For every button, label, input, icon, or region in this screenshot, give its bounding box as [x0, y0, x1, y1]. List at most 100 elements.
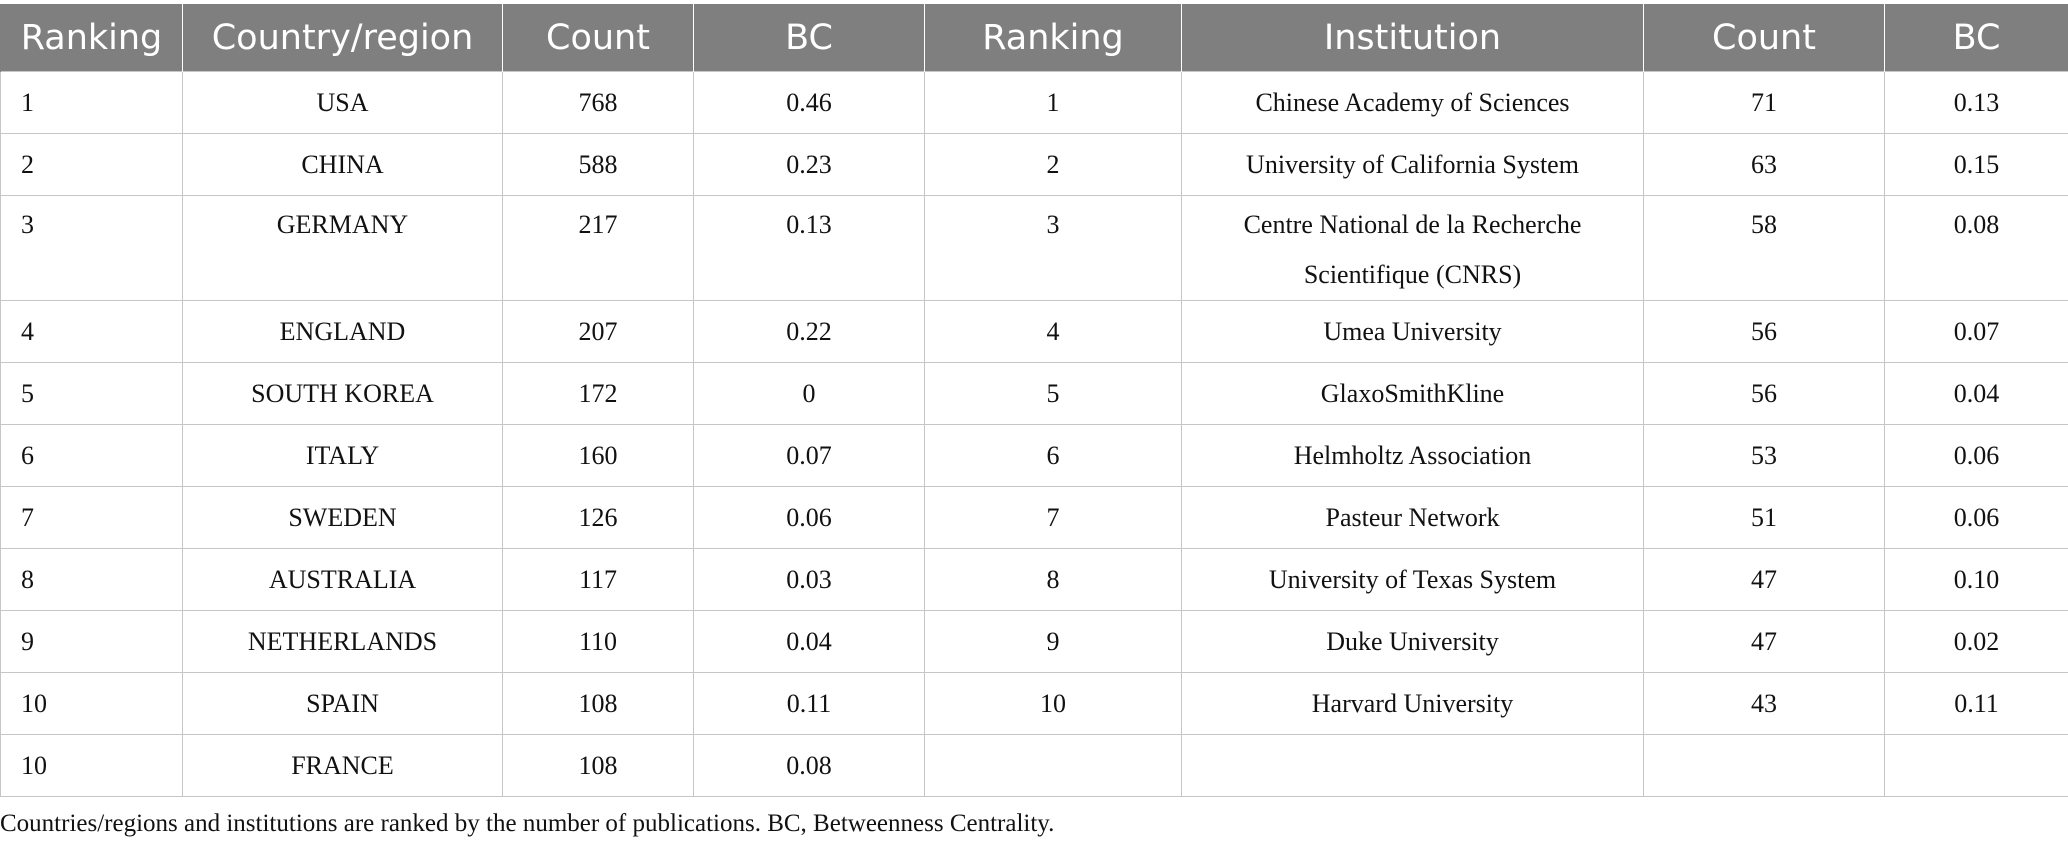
cell-institution-ranking: 7 — [924, 486, 1182, 549]
header-row: Ranking Country/region Count BC Ranking … — [0, 4, 2068, 72]
cell-institution-bc — [1884, 734, 2068, 797]
header-institution: Institution — [1181, 4, 1644, 72]
cell-institution-ranking: 4 — [924, 300, 1182, 363]
cell-institution-ranking: 6 — [924, 424, 1182, 487]
ranking-table-container: Ranking Country/region Count BC Ranking … — [0, 4, 2068, 797]
cell-country-region: CHINA — [182, 133, 503, 196]
cell-institution-ranking: 9 — [924, 610, 1182, 673]
cell-country-count: 217 — [502, 195, 694, 301]
cell-institution-ranking: 5 — [924, 362, 1182, 425]
cell-country-bc: 0.06 — [693, 486, 925, 549]
cell-country-ranking: 3 — [0, 195, 183, 301]
cell-institution-ranking: 10 — [924, 672, 1182, 735]
table-row: 3 GERMANY 217 0.13 3 Centre National de la Re… — [0, 195, 2068, 301]
cell-country-ranking: 10 — [0, 734, 183, 797]
cell-institution-name — [1181, 734, 1644, 797]
cell-institution-bc: 0.07 — [1884, 300, 2068, 363]
table-row: 10 SPAIN 108 0.11 10 Harvard University 43 0.11 — [0, 672, 2068, 735]
cell-country-ranking: 8 — [0, 548, 183, 611]
cell-institution-name: Umea University — [1181, 300, 1644, 363]
header-count-institution: Count — [1643, 4, 1885, 72]
cell-institution-count: 56 — [1643, 300, 1885, 363]
cell-institution-name: GlaxoSmithKline — [1181, 362, 1644, 425]
cell-country-count: 108 — [502, 672, 694, 735]
cell-institution-count: 47 — [1643, 610, 1885, 673]
cell-institution-name: Duke University — [1181, 610, 1644, 673]
header-ranking-institution: Ranking — [924, 4, 1182, 72]
cell-institution-name: Chinese Academy of Sciences — [1181, 71, 1644, 134]
cell-country-count: 108 — [502, 734, 694, 797]
cell-country-count: 117 — [502, 548, 694, 611]
cell-institution-bc: 0.13 — [1884, 71, 2068, 134]
cell-country-ranking: 10 — [0, 672, 183, 735]
table-row: 5 SOUTH KOREA 172 0 5 GlaxoSmithKline 56 0.04 — [0, 362, 2068, 425]
cell-institution-ranking — [924, 734, 1182, 797]
cell-country-count: 126 — [502, 486, 694, 549]
cell-institution-ranking: 8 — [924, 548, 1182, 611]
cell-institution-bc: 0.06 — [1884, 486, 2068, 549]
cell-country-region: SWEDEN — [182, 486, 503, 549]
cell-country-region: FRANCE — [182, 734, 503, 797]
cell-institution-name: University of California System — [1181, 133, 1644, 196]
cell-country-count: 160 — [502, 424, 694, 487]
cell-country-bc: 0.04 — [693, 610, 925, 673]
cell-country-bc: 0.46 — [693, 71, 925, 134]
cell-institution-count — [1643, 734, 1885, 797]
cell-institution-bc: 0.02 — [1884, 610, 2068, 673]
table-footnote: Countries/regions and institutions are r… — [0, 810, 1055, 837]
cell-country-bc: 0 — [693, 362, 925, 425]
cell-institution-count: 58 — [1643, 195, 1885, 301]
cell-country-region: SPAIN — [182, 672, 503, 735]
cell-country-count: 207 — [502, 300, 694, 363]
cell-institution-count: 63 — [1643, 133, 1885, 196]
table-row: 7 SWEDEN 126 0.06 7 Pasteur Network 51 0.06 — [0, 486, 2068, 549]
cell-country-region: SOUTH KOREA — [182, 362, 503, 425]
cell-institution-name: Helmholtz Association — [1181, 424, 1644, 487]
cell-country-bc: 0.13 — [693, 195, 925, 301]
cell-country-bc: 0.07 — [693, 424, 925, 487]
cell-institution-name: Harvard University — [1181, 672, 1644, 735]
cell-country-region: ITALY — [182, 424, 503, 487]
cell-country-ranking: 9 — [0, 610, 183, 673]
table-row: 2 CHINA 588 0.23 2 University of California S… — [0, 133, 2068, 196]
cell-country-count: 172 — [502, 362, 694, 425]
cell-country-ranking: 4 — [0, 300, 183, 363]
header-bc-country: BC — [693, 4, 925, 72]
cell-country-count: 588 — [502, 133, 694, 196]
header-country-region: Country/region — [182, 4, 503, 72]
cell-country-ranking: 2 — [0, 133, 183, 196]
table-body: 1 USA 768 0.46 1 Chinese Academy of Sciences 7… — [0, 71, 2068, 797]
cell-institution-ranking: 2 — [924, 133, 1182, 196]
cell-institution-count: 56 — [1643, 362, 1885, 425]
cell-country-ranking: 1 — [0, 71, 183, 134]
cell-institution-bc: 0.11 — [1884, 672, 2068, 735]
table-row: 10 FRANCE 108 0.08 — [0, 734, 2068, 797]
cell-country-count: 110 — [502, 610, 694, 673]
cell-institution-count: 43 — [1643, 672, 1885, 735]
cell-country-bc: 0.08 — [693, 734, 925, 797]
table-row: 1 USA 768 0.46 1 Chinese Academy of Sciences 7… — [0, 71, 2068, 134]
table-header: Ranking Country/region Count BC Ranking … — [0, 4, 2068, 72]
cell-institution-bc: 0.08 — [1884, 195, 2068, 301]
cell-country-bc: 0.23 — [693, 133, 925, 196]
cell-institution-count: 47 — [1643, 548, 1885, 611]
cell-institution-count: 51 — [1643, 486, 1885, 549]
cell-institution-bc: 0.15 — [1884, 133, 2068, 196]
table-row: 9 NETHERLANDS 110 0.04 9 Duke University 47 0.0… — [0, 610, 2068, 673]
cell-institution-name: University of Texas System — [1181, 548, 1644, 611]
cell-country-region: NETHERLANDS — [182, 610, 503, 673]
cell-institution-name: Pasteur Network — [1181, 486, 1644, 549]
cell-institution-count: 71 — [1643, 71, 1885, 134]
cell-country-region: USA — [182, 71, 503, 134]
cell-institution-name: Centre National de la Recherche Scientif… — [1181, 195, 1644, 301]
cell-institution-ranking: 3 — [924, 195, 1182, 301]
cell-institution-bc: 0.04 — [1884, 362, 2068, 425]
cell-country-count: 768 — [502, 71, 694, 134]
header-count-country: Count — [502, 4, 694, 72]
cell-country-bc: 0.11 — [693, 672, 925, 735]
cell-country-region: ENGLAND — [182, 300, 503, 363]
ranking-table: Ranking Country/region Count BC Ranking … — [0, 4, 2068, 797]
cell-institution-ranking: 1 — [924, 71, 1182, 134]
table-row: 8 AUSTRALIA 117 0.03 8 University of Texas Sy… — [0, 548, 2068, 611]
cell-country-region: AUSTRALIA — [182, 548, 503, 611]
